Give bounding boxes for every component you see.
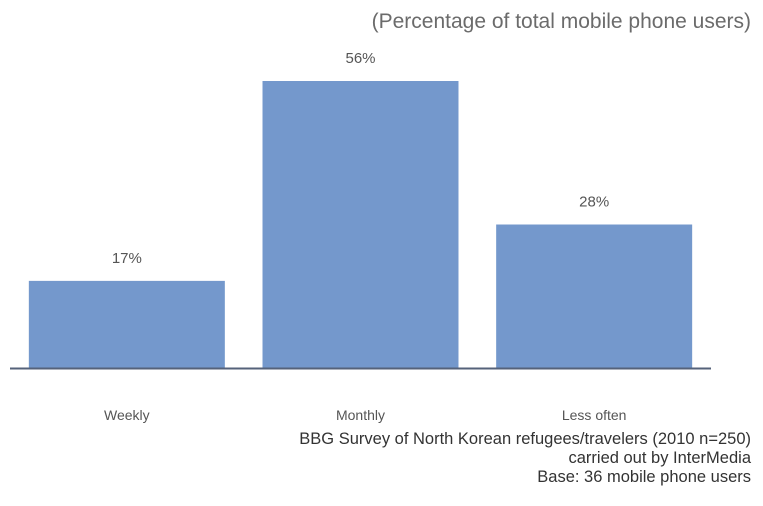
source-line-3: Base: 36 mobile phone users xyxy=(537,468,751,486)
value-labels-group: 17% 56% 28% xyxy=(112,50,609,267)
value-label: 28% xyxy=(579,194,609,211)
bar-less-often xyxy=(496,224,693,368)
source-line-1: BBG Survey of North Korean refugees/trav… xyxy=(299,430,751,448)
category-labels-group: Weekly Monthly Less often xyxy=(104,407,626,423)
value-label: 17% xyxy=(112,250,142,267)
value-label: 56% xyxy=(345,50,375,67)
category-label: Less often xyxy=(562,407,627,423)
bar-weekly xyxy=(28,280,225,368)
source-note: BBG Survey of North Korean refugees/trav… xyxy=(299,430,751,487)
category-label: Weekly xyxy=(104,407,150,423)
chart-subtitle: (Percentage of total mobile phone users) xyxy=(371,10,751,33)
category-label: Monthly xyxy=(336,407,385,423)
source-line-2: carried out by InterMedia xyxy=(568,449,751,467)
bar-monthly xyxy=(262,81,459,368)
bars-group xyxy=(28,81,693,368)
